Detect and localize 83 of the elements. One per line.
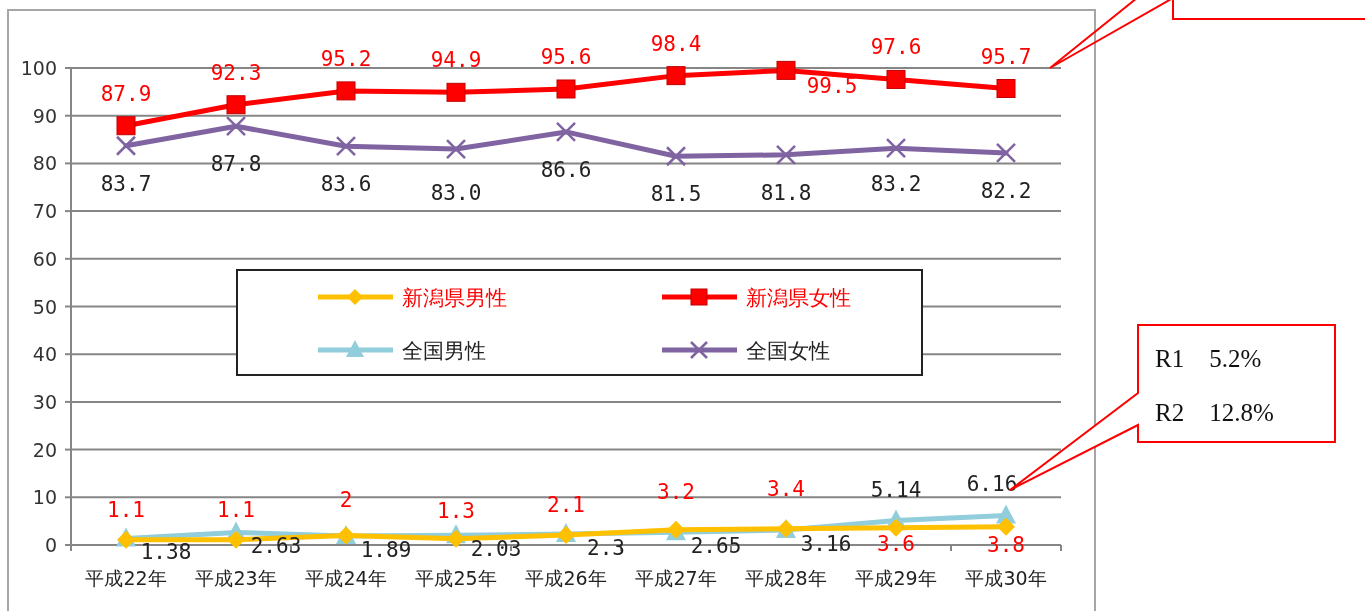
data-label: 83.0	[430, 181, 482, 206]
y-tick-label: 40	[32, 343, 57, 366]
data-label: 81.8	[760, 180, 812, 205]
y-tick-label: 70	[32, 200, 57, 223]
data-label: 2	[339, 488, 353, 513]
data-label: 1.1	[107, 497, 145, 522]
data-label: 83.6	[320, 172, 372, 197]
data-label: 2.03	[470, 537, 522, 562]
data-label: 3.6	[877, 531, 915, 556]
x-tick-label: 平成25年	[415, 567, 497, 589]
point	[226, 95, 246, 115]
data-label: 1.38	[140, 540, 192, 565]
y-tick-label: 100	[20, 57, 57, 79]
data-label: 1.3	[437, 498, 475, 523]
x-tick-label: 平成27年	[635, 567, 717, 589]
data-label: 3.4	[767, 476, 805, 501]
data-label: 1.89	[360, 537, 412, 562]
point	[116, 116, 136, 136]
data-label: 3.16	[800, 531, 852, 556]
data-label: 83.2	[870, 172, 922, 197]
x-tick-label: 平成22年	[85, 567, 167, 589]
point	[997, 517, 1015, 536]
point	[886, 69, 906, 89]
point	[666, 66, 686, 86]
x-tick-label: 平成23年	[195, 567, 277, 589]
point	[225, 115, 247, 137]
data-label: 3.8	[987, 532, 1025, 557]
y-tick-label: 30	[32, 390, 57, 413]
point	[665, 146, 687, 167]
text: R2 12.8%	[1155, 399, 1274, 426]
data-label: 86.6	[540, 157, 592, 182]
y-tick-label: 90	[32, 104, 57, 127]
data-label: 95.2	[320, 46, 372, 71]
data-label: 97.6	[870, 35, 922, 60]
x-tick-label: 平成28年	[745, 567, 827, 589]
data-label: 6.16	[966, 471, 1018, 496]
y-tick-label: 0	[44, 534, 57, 556]
data-label: 81.5	[650, 182, 702, 207]
data-label: 82.2	[980, 178, 1032, 203]
point	[996, 79, 1016, 99]
point	[556, 79, 576, 99]
point	[447, 529, 465, 548]
data-label: 95.7	[980, 44, 1032, 69]
point	[115, 135, 137, 156]
point	[446, 82, 466, 102]
data-label: 2.63	[250, 534, 302, 559]
x-tick-label: 平成26年	[525, 567, 607, 589]
text: R1 5.2%	[1155, 345, 1262, 372]
point	[335, 135, 357, 157]
legend-label: 全国男性	[402, 339, 486, 363]
legend-label: 新潟県女性	[746, 286, 851, 310]
y-tick-label: 60	[32, 247, 57, 270]
point	[336, 81, 356, 101]
data-label: 87.8	[210, 152, 262, 177]
data-label: 3.2	[657, 479, 695, 504]
legend-label: 新潟県男性	[402, 286, 507, 310]
data-label: 5.14	[870, 478, 922, 503]
point	[885, 137, 907, 159]
data-label: 83.7	[100, 171, 152, 196]
x-tick-label: 平成30年	[965, 567, 1047, 589]
y-tick-label: 80	[32, 152, 57, 175]
x-tick-label: 平成29年	[855, 567, 937, 589]
data-label: 99.5	[806, 74, 858, 99]
data-label: 87.9	[100, 81, 152, 106]
data-label: 94.9	[430, 48, 482, 73]
x-tick-label: 平成24年	[305, 567, 387, 589]
point	[555, 121, 577, 143]
point	[995, 142, 1017, 164]
point	[775, 144, 797, 166]
point	[776, 60, 796, 80]
point	[227, 530, 245, 549]
point	[445, 138, 467, 160]
data-label: 2.65	[690, 534, 742, 559]
y-tick-label: 10	[32, 486, 57, 509]
data-label: 98.4	[650, 31, 702, 56]
data-label: 1.1	[217, 497, 255, 522]
y-tick-label: 50	[32, 295, 57, 318]
data-label: 2.1	[547, 492, 585, 517]
legend-label: 全国女性	[746, 339, 830, 363]
y-tick-label: 20	[32, 438, 57, 461]
data-label: 2.3	[587, 536, 625, 561]
data-label: 95.6	[540, 44, 592, 69]
data-label: 92.3	[210, 60, 262, 85]
